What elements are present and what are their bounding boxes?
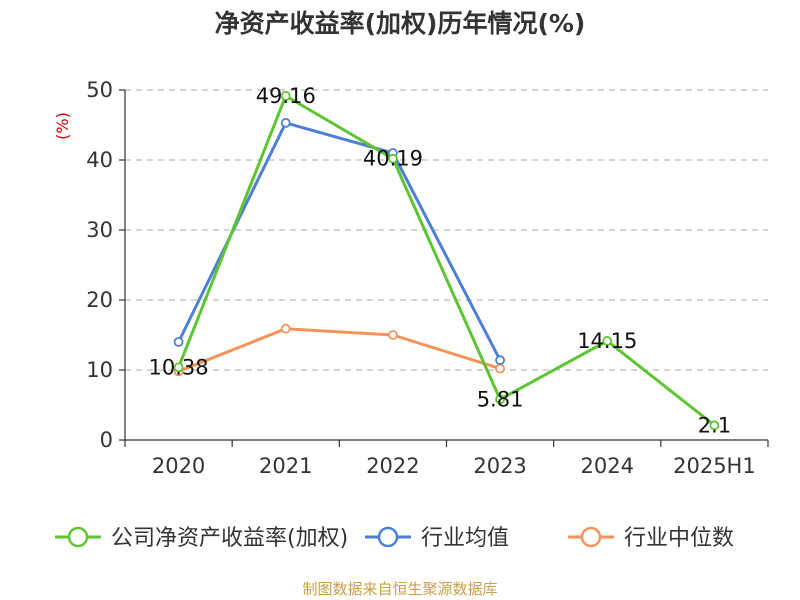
- data-label-2022: 40.19: [363, 147, 423, 171]
- point-2-2022: [388, 330, 398, 340]
- series-line-0: [177, 94, 716, 427]
- point-2-2021: [280, 323, 291, 334]
- data-label-2020: 10.38: [149, 355, 209, 379]
- legend-label-0: 公司净资产收益率(加权): [111, 526, 348, 551]
- x-tick-label-2023: 2023: [473, 454, 526, 478]
- data-label-2025H1: 2.1: [698, 413, 731, 437]
- y-tick-label-20: 20: [86, 288, 113, 312]
- point-2-2023: [495, 363, 505, 374]
- x-tick-label-2020: 2020: [152, 454, 205, 478]
- series-layer: [173, 90, 720, 431]
- x-tick-label-2021: 2021: [259, 454, 312, 478]
- point-1-2021: [280, 118, 291, 128]
- x-tick-label-2024: 2024: [581, 454, 634, 478]
- point-0-2024: [602, 336, 613, 346]
- axes: 0 10 20 30 40 50 2020 2021 2022 2023 2024 2025H1: [86, 78, 769, 478]
- point-0-2021: [280, 90, 291, 101]
- y-tick-label-0: 0: [100, 428, 113, 452]
- y-tick-label-10: 10: [86, 358, 113, 382]
- point-0-2025H1: [709, 420, 720, 431]
- point-0-2022: [388, 153, 398, 164]
- gridlines: [125, 89, 768, 371]
- series-line-2: [178, 327, 501, 373]
- chart-title: 净资产收益率(加权)历年情况(%): [215, 9, 586, 38]
- legend-marker-0: [67, 526, 89, 548]
- y-tick-label-30: 30: [86, 218, 113, 242]
- point-0-2023: [495, 394, 505, 405]
- legend: 公司净资产收益率(加权) 行业均值 行业中位数: [55, 526, 734, 551]
- data-label-2021: 49.16: [256, 84, 316, 108]
- legend-label-2: 行业中位数: [624, 526, 734, 551]
- legend-marker-2: [580, 526, 602, 548]
- y-tick-label-50: 50: [86, 78, 113, 102]
- data-label-2023: 5.81: [477, 387, 524, 411]
- legend-marker-1: [377, 526, 399, 548]
- data-label-2024: 14.15: [577, 329, 637, 353]
- y-axis-label: (%): [53, 112, 72, 140]
- x-tick-label-2025H1: 2025H1: [673, 454, 756, 478]
- source-note: 制图数据来自恒生聚源数据库: [302, 580, 497, 598]
- y-tick-label-40: 40: [86, 148, 113, 172]
- point-0-2020: [173, 362, 184, 373]
- x-tick-label-2022: 2022: [366, 454, 419, 478]
- data-labels: 10.38 49.16 40.19 5.81 14.15 2.1: [149, 84, 732, 437]
- point-1-2023: [495, 355, 505, 366]
- legend-label-1: 行业均值: [421, 526, 509, 551]
- point-1-2020: [173, 337, 184, 347]
